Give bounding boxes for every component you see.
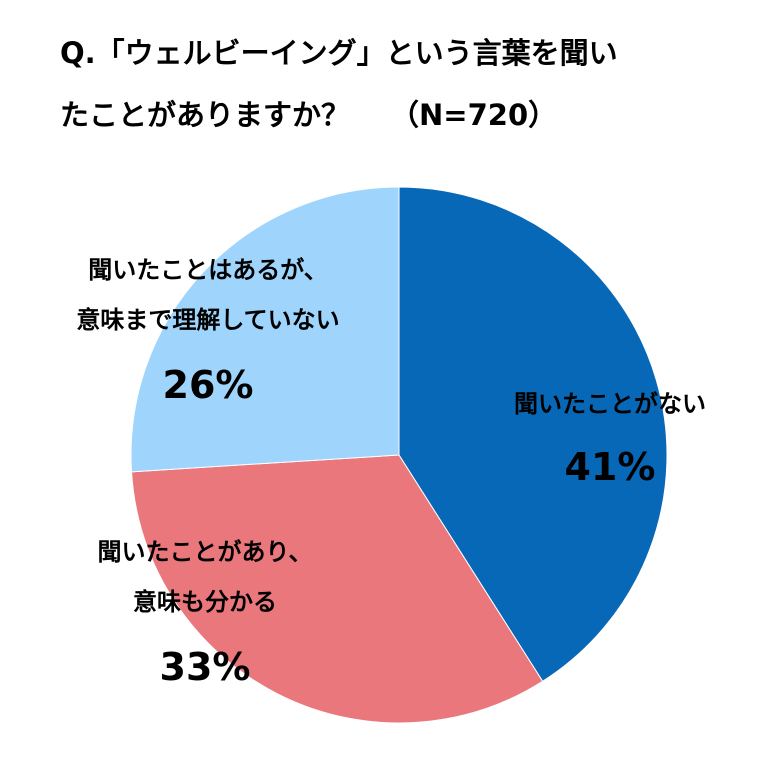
slice-value-label-3: 26% [163, 363, 254, 407]
slice-label-3-line-2: 意味まで理解していない [76, 306, 339, 334]
chart-title: Q.「ウェルビーイング」という言葉を聞い たことがありますか？ （N=720） [60, 22, 740, 146]
chart-title-question: たことがありますか？ [60, 98, 351, 132]
slice-value-label-2: 33% [160, 645, 251, 689]
sample-size: （N=720） [390, 98, 558, 132]
slice-label-3-line-1: 聞いたことはあるが、 [88, 256, 328, 284]
pie-slice-3 [130, 186, 400, 473]
slice-value-label-1: 41% [565, 445, 656, 489]
chart-title-line-2: たことがありますか？ （N=720） [60, 84, 740, 146]
pie-slice-1 [398, 186, 668, 682]
slice-label-1-line-1: 聞いたことがない [514, 390, 706, 418]
slice-label-2-line-1: 聞いたことがあり、 [97, 538, 312, 566]
chart-title-line-1: Q.「ウェルビーイング」という言葉を聞い [60, 36, 618, 70]
slice-label-2-line-2: 意味も分かる [133, 588, 277, 616]
pie-slice-2 [130, 454, 544, 724]
